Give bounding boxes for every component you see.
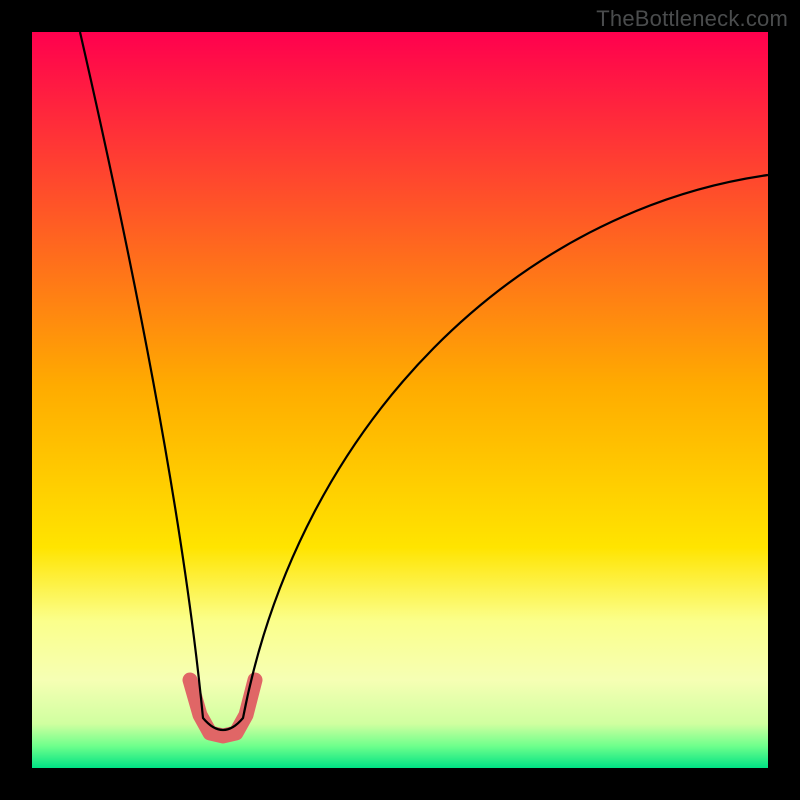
- watermark-text: TheBottleneck.com: [596, 6, 788, 32]
- main-curve: [80, 32, 768, 730]
- chart-svg: [0, 0, 800, 800]
